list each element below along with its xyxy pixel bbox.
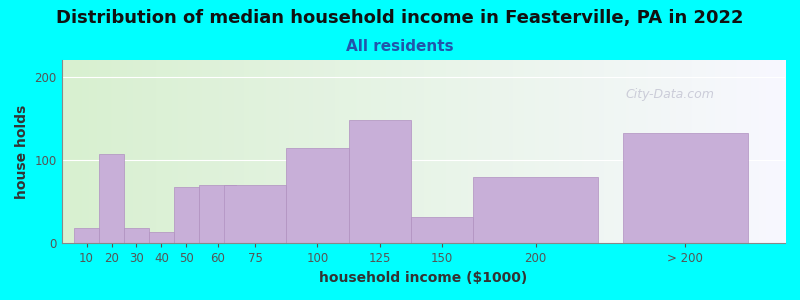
Text: City-Data.com: City-Data.com: [626, 88, 714, 100]
Bar: [349, 120, 411, 243]
Text: All residents: All residents: [346, 39, 454, 54]
Bar: [286, 148, 349, 243]
Bar: [199, 185, 236, 243]
Bar: [411, 217, 474, 243]
Bar: [74, 228, 99, 243]
X-axis label: household income ($1000): household income ($1000): [319, 271, 527, 285]
Bar: [149, 232, 174, 243]
Bar: [474, 177, 598, 243]
Bar: [623, 134, 747, 243]
Bar: [224, 185, 286, 243]
Text: Distribution of median household income in Feasterville, PA in 2022: Distribution of median household income …: [56, 9, 744, 27]
Bar: [174, 187, 199, 243]
Bar: [124, 228, 149, 243]
Y-axis label: house holds: house holds: [15, 105, 29, 199]
Bar: [99, 154, 124, 243]
